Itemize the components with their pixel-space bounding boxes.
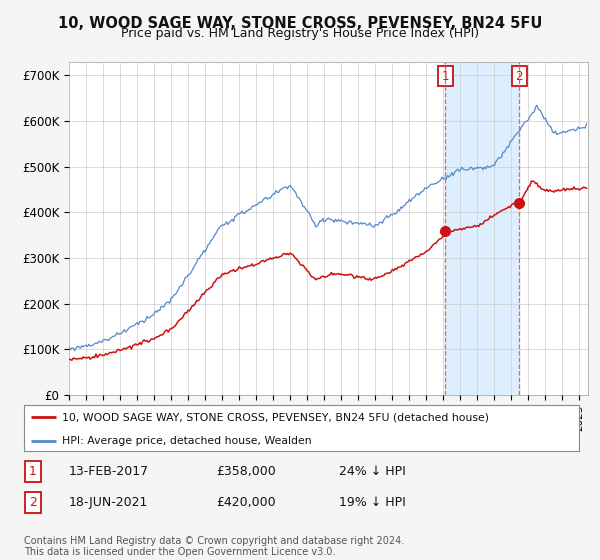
Text: Price paid vs. HM Land Registry's House Price Index (HPI): Price paid vs. HM Land Registry's House … xyxy=(121,27,479,40)
Text: 2: 2 xyxy=(515,70,523,83)
Text: 10, WOOD SAGE WAY, STONE CROSS, PEVENSEY, BN24 5FU (detached house): 10, WOOD SAGE WAY, STONE CROSS, PEVENSEY… xyxy=(62,412,489,422)
Text: 1: 1 xyxy=(442,70,449,83)
Text: 18-JUN-2021: 18-JUN-2021 xyxy=(69,496,148,509)
Text: HPI: Average price, detached house, Wealden: HPI: Average price, detached house, Weal… xyxy=(62,436,311,446)
Text: 19% ↓ HPI: 19% ↓ HPI xyxy=(339,496,406,509)
Text: 24% ↓ HPI: 24% ↓ HPI xyxy=(339,465,406,478)
Text: 10, WOOD SAGE WAY, STONE CROSS, PEVENSEY, BN24 5FU: 10, WOOD SAGE WAY, STONE CROSS, PEVENSEY… xyxy=(58,16,542,31)
Text: £420,000: £420,000 xyxy=(216,496,275,509)
Text: Contains HM Land Registry data © Crown copyright and database right 2024.
This d: Contains HM Land Registry data © Crown c… xyxy=(24,535,404,557)
Text: £358,000: £358,000 xyxy=(216,465,276,478)
Bar xyxy=(445,62,519,395)
Text: 1: 1 xyxy=(29,465,37,478)
Text: 2: 2 xyxy=(29,496,37,509)
Text: 13-FEB-2017: 13-FEB-2017 xyxy=(69,465,149,478)
